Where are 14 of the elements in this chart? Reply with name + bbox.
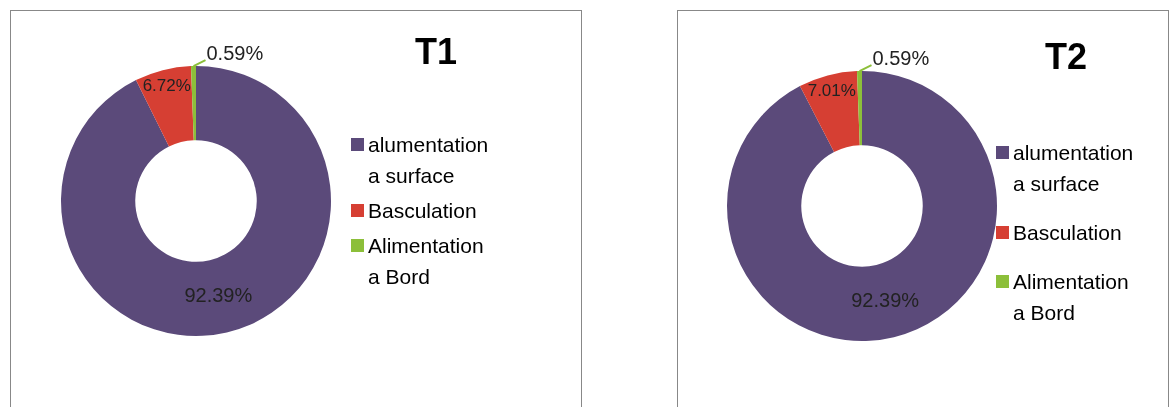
legend-label: Alimentation a Bord xyxy=(1013,269,1130,326)
data-label: 0.59% xyxy=(872,46,930,69)
data-label: 92.39% xyxy=(184,283,253,306)
data-label: 6.72% xyxy=(142,75,191,95)
legend-label: Basculation xyxy=(368,198,477,224)
chart-title: T1 xyxy=(414,31,458,73)
data-label: 0.59% xyxy=(206,41,264,64)
data-label: 7.01% xyxy=(807,80,856,100)
legend-label: alumentation a surface xyxy=(1013,140,1135,197)
legend-label: Alimentation a Bord xyxy=(368,233,485,290)
data-label: 92.39% xyxy=(851,288,920,311)
chart-title: T2 xyxy=(1044,36,1088,78)
legend-label: Basculation xyxy=(1013,220,1122,246)
legend-label: alumentation a surface xyxy=(368,132,490,189)
